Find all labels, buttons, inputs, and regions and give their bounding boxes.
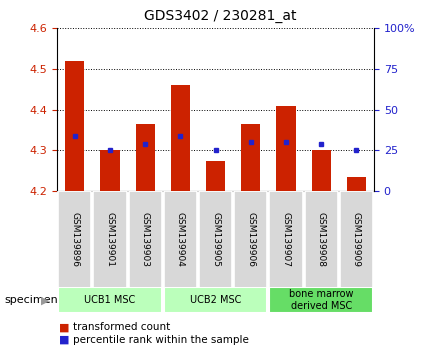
Bar — [100, 150, 120, 191]
Bar — [171, 85, 190, 191]
Text: specimen: specimen — [4, 295, 58, 305]
Text: ■: ■ — [59, 335, 70, 345]
Bar — [164, 287, 268, 313]
Bar — [199, 191, 232, 289]
Bar — [312, 150, 331, 191]
Text: GSM139907: GSM139907 — [282, 212, 290, 267]
Bar — [304, 191, 338, 289]
Bar — [164, 191, 197, 289]
Bar — [269, 287, 373, 313]
Bar — [340, 191, 373, 289]
Text: UCB2 MSC: UCB2 MSC — [190, 295, 241, 305]
Text: GSM139901: GSM139901 — [106, 212, 114, 267]
Bar — [347, 177, 366, 191]
Bar — [136, 124, 155, 191]
Bar — [58, 191, 92, 289]
Text: GSM139903: GSM139903 — [141, 212, 150, 267]
Text: transformed count: transformed count — [73, 322, 170, 332]
Bar — [93, 191, 127, 289]
Text: ▶: ▶ — [40, 295, 49, 305]
Text: percentile rank within the sample: percentile rank within the sample — [73, 335, 249, 345]
Text: GSM139906: GSM139906 — [246, 212, 255, 267]
Bar — [276, 105, 296, 191]
Text: UCB1 MSC: UCB1 MSC — [84, 295, 136, 305]
Text: GSM139896: GSM139896 — [70, 212, 79, 267]
Text: ■: ■ — [59, 322, 70, 332]
Text: bone marrow
derived MSC: bone marrow derived MSC — [289, 289, 353, 311]
Bar — [206, 161, 225, 191]
Text: GDS3402 / 230281_at: GDS3402 / 230281_at — [144, 9, 296, 23]
Bar — [58, 287, 162, 313]
Bar — [269, 191, 303, 289]
Text: GSM139905: GSM139905 — [211, 212, 220, 267]
Bar — [234, 191, 268, 289]
Text: GSM139908: GSM139908 — [317, 212, 326, 267]
Bar — [65, 61, 84, 191]
Bar — [128, 191, 162, 289]
Bar — [241, 124, 260, 191]
Text: GSM139909: GSM139909 — [352, 212, 361, 267]
Text: GSM139904: GSM139904 — [176, 212, 185, 267]
